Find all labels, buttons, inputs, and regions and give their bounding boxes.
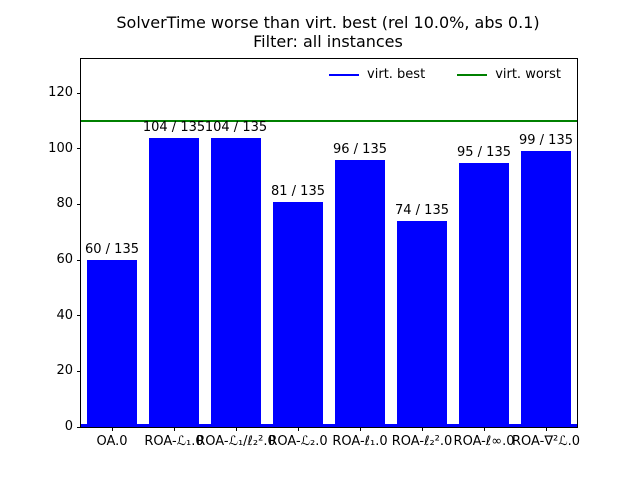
bar-value-label: 95 / 135 — [457, 144, 511, 160]
bar-value-label: 81 / 135 — [271, 183, 325, 199]
y-tick-label: 40 — [56, 307, 73, 323]
x-tick-label: ROA-∇²ℒ.0 — [511, 434, 581, 449]
legend: virt. best virt. worst — [329, 67, 561, 82]
legend-label-virt-worst: virt. worst — [495, 67, 561, 82]
y-tick-label: 120 — [48, 85, 73, 100]
bar — [211, 137, 261, 427]
virt-best-line-swatch — [329, 73, 360, 76]
x-tick-label: ROA-ℓ₁.0 — [332, 434, 388, 449]
bar — [273, 201, 323, 427]
legend-label-virt-best: virt. best — [367, 67, 426, 82]
chart-title-line2: Filter: all instances — [253, 32, 403, 51]
hline-virt-worst — [81, 119, 577, 122]
bar-value-label: 96 / 135 — [333, 141, 387, 157]
bar-value-label: 104 / 135 — [204, 119, 268, 135]
y-tick-label: 100 — [48, 140, 73, 156]
y-tick-label: 80 — [56, 196, 73, 212]
x-tick-label: ROA-ℒ₂.0 — [268, 434, 328, 449]
chart-title-line1: SolverTime worse than virt. best (rel 10… — [116, 13, 540, 32]
y-tick — [77, 92, 81, 94]
x-tick-label: ROA-ℓ∞.0 — [453, 434, 515, 449]
chart-title: SolverTime worse than virt. best (rel 10… — [80, 13, 576, 51]
x-tick-label: ROA-ℒ₁.0 — [144, 434, 204, 449]
bar — [397, 221, 447, 427]
bar-value-label: 99 / 135 — [519, 133, 573, 149]
y-tick — [77, 315, 81, 317]
hline-virt-best — [81, 424, 577, 427]
x-tick — [297, 427, 299, 431]
bar — [87, 260, 137, 427]
bar-value-label: 104 / 135 — [142, 119, 206, 135]
legend-item-virt-worst: virt. worst — [457, 67, 561, 82]
y-tick-label: 20 — [56, 363, 73, 379]
x-tick — [235, 427, 237, 431]
x-tick — [483, 427, 485, 431]
x-tick — [421, 427, 423, 431]
bar-value-label: 60 / 135 — [85, 242, 139, 257]
bar — [335, 159, 385, 427]
x-tick — [111, 427, 113, 431]
y-tick — [77, 370, 81, 372]
x-tick — [545, 427, 547, 431]
bar — [459, 162, 509, 427]
x-tick — [173, 427, 175, 431]
virt-worst-line-swatch — [457, 73, 488, 76]
bar-value-label: 74 / 135 — [395, 203, 449, 218]
plot-area: virt. best virt. worst 60 / 135 104 / 135… — [48, 58, 580, 449]
x-tick — [359, 427, 361, 431]
y-tick — [77, 203, 81, 205]
bar — [149, 137, 199, 427]
y-tick-label: 0 — [64, 419, 73, 434]
x-tick-label: ROA-ℓ₂².0 — [391, 434, 453, 449]
y-tick — [77, 426, 81, 428]
x-tick-label: ROA-ℒ₁/ℓ₂².0 — [196, 434, 276, 449]
y-tick — [77, 259, 81, 261]
legend-item-virt-best: virt. best — [329, 67, 425, 82]
y-tick-label: 60 — [56, 252, 73, 267]
y-tick — [77, 148, 81, 150]
x-tick-label: OA.0 — [96, 434, 128, 449]
bar — [521, 151, 571, 427]
